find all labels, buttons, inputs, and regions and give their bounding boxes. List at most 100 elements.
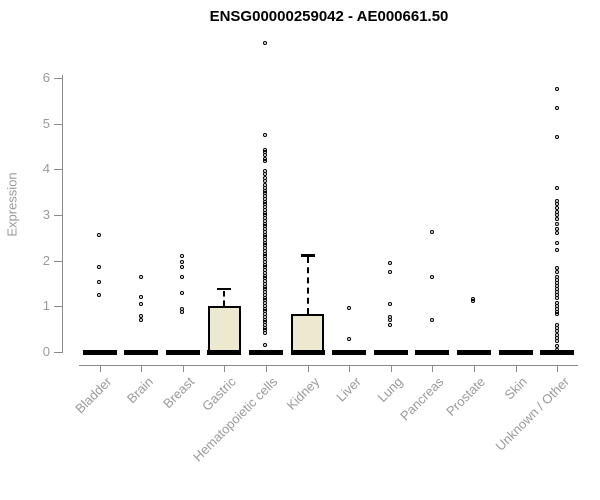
outlier-point <box>429 275 434 280</box>
whisker-cap <box>217 287 232 291</box>
y-tick-label: 6 <box>42 69 50 85</box>
outlier-point <box>346 336 351 341</box>
outlier-point <box>554 295 559 300</box>
outlier-point <box>263 175 268 180</box>
x-axis-line <box>79 365 578 366</box>
outlier-point <box>138 317 143 322</box>
median-bar <box>248 349 283 355</box>
x-tick-label: Kidney <box>283 374 323 413</box>
outlier-point <box>138 294 143 299</box>
outlier-point <box>180 260 185 265</box>
x-tick <box>182 365 184 372</box>
x-tick-label: Prostate <box>443 374 489 419</box>
y-tick <box>54 214 62 216</box>
outlier-point <box>554 335 559 340</box>
outlier-point <box>97 279 101 284</box>
outlier-point <box>554 216 559 221</box>
outlier-point <box>554 185 559 190</box>
x-tick <box>307 365 309 372</box>
y-tick-label: 2 <box>42 252 50 268</box>
x-tick-label: Skin <box>501 374 531 403</box>
box <box>291 314 324 354</box>
outlier-point <box>388 260 393 265</box>
outlier-point <box>180 274 185 279</box>
outlier-point <box>138 274 143 279</box>
outlier-point <box>97 232 101 237</box>
y-tick-label: 3 <box>42 206 50 222</box>
y-tick-label: 0 <box>42 344 50 359</box>
median-bar <box>207 349 242 355</box>
whisker-cap <box>300 254 315 257</box>
outlier-point <box>554 227 559 232</box>
whisker <box>223 290 226 307</box>
outlier-point <box>554 322 559 327</box>
x-tick-label: Gastric <box>199 374 239 414</box>
outlier-point <box>180 265 185 270</box>
x-tick <box>99 365 101 372</box>
x-tick-label: Pancreas <box>397 374 447 424</box>
outlier-point <box>138 301 143 306</box>
outlier-point <box>554 206 559 210</box>
median-bar <box>498 349 533 355</box>
outlier-point <box>346 305 351 310</box>
outlier-point <box>554 347 559 352</box>
y-tick <box>54 123 62 125</box>
outlier-point <box>263 41 268 46</box>
outlier-point <box>180 290 185 295</box>
outlier-point <box>263 172 268 177</box>
outlier-point <box>263 159 268 164</box>
outlier-point <box>263 132 268 137</box>
box <box>207 306 241 354</box>
outlier-point <box>97 265 101 270</box>
outlier-point <box>554 209 559 214</box>
median-bar <box>415 349 450 355</box>
outlier-point <box>554 274 559 279</box>
y-axis-line <box>62 75 63 353</box>
outlier-point <box>97 293 101 298</box>
outlier-point <box>554 312 559 317</box>
y-tick <box>54 169 62 171</box>
outlier-point <box>388 269 393 274</box>
outlier-point <box>554 247 559 252</box>
outlier-point <box>554 269 559 274</box>
x-tick-label: Breast <box>160 374 198 412</box>
outlier-point <box>471 299 476 304</box>
outlier-point <box>388 317 393 322</box>
x-tick <box>473 365 475 372</box>
median-bar <box>332 349 367 355</box>
outlier-point <box>138 313 143 318</box>
x-tick <box>141 365 143 372</box>
x-tick <box>349 365 351 372</box>
outlier-point <box>388 323 393 328</box>
x-tick <box>515 365 517 372</box>
outlier-point <box>554 240 559 245</box>
y-tick <box>54 77 62 79</box>
outlier-point <box>554 135 559 140</box>
median-bar <box>124 349 159 355</box>
outlier-point <box>554 213 559 218</box>
outlier-point <box>429 229 434 234</box>
outlier-point <box>180 253 185 258</box>
y-tick <box>54 260 62 262</box>
outlier-point <box>554 87 559 92</box>
outlier-point <box>263 152 268 157</box>
y-tick-label: 4 <box>42 161 50 177</box>
median-bar <box>290 349 325 355</box>
outlier-point <box>554 339 559 344</box>
outlier-point <box>471 296 476 301</box>
outlier-point <box>554 198 559 203</box>
y-tick <box>54 306 62 308</box>
x-tick <box>224 365 226 372</box>
median-bar <box>540 349 575 355</box>
outlier-point <box>180 309 185 314</box>
outlier-point <box>388 302 393 307</box>
median-bar <box>373 349 408 355</box>
outlier-point <box>554 105 559 110</box>
outlier-point <box>554 230 559 235</box>
x-tick-label: Bladder <box>71 374 115 417</box>
outlier-point <box>263 342 268 347</box>
median-bar <box>165 349 200 355</box>
whisker <box>306 257 309 315</box>
